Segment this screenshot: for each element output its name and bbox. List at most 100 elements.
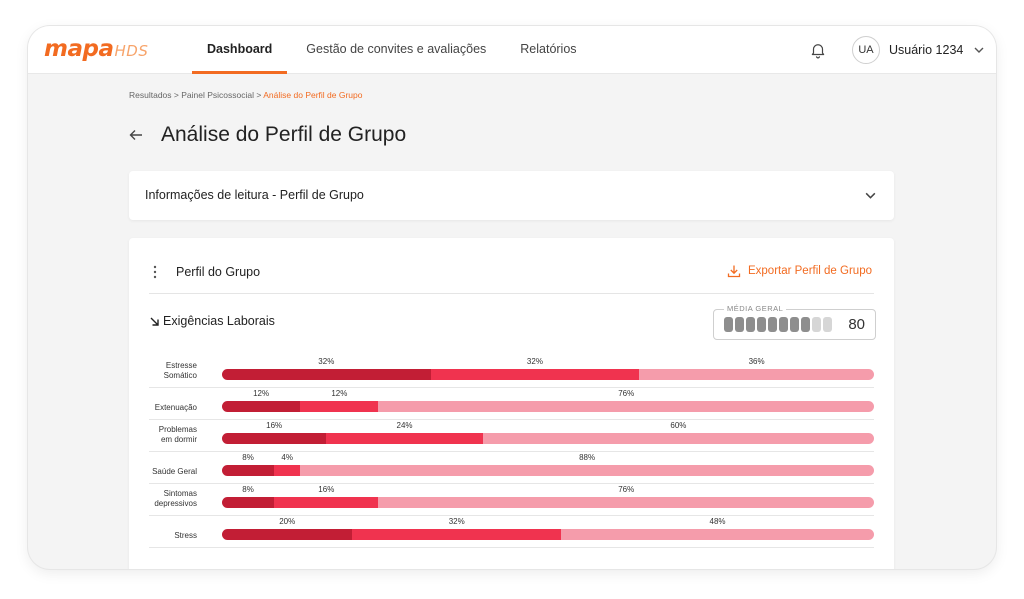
bar-value-label: 60% — [670, 421, 687, 430]
chart-row: Problemas em dormir 16% 24% 60% — [149, 419, 874, 452]
chart-row: Estresse Somático 32% 32% 36% — [149, 355, 874, 388]
bar-track: 12% 12% 76% — [222, 387, 874, 419]
download-icon — [727, 265, 741, 278]
chart-row: Saúde Geral 8% 4% 88% — [149, 451, 874, 484]
nav-item-dashboard[interactable]: Dashboard — [190, 26, 289, 74]
bar-segment[interactable] — [274, 497, 379, 508]
avatar[interactable]: UA — [852, 36, 880, 64]
media-geral-segment — [724, 317, 733, 332]
top-bar: mapa HDS Dashboard Gestão de convites e … — [28, 26, 996, 74]
main-nav: Dashboard Gestão de convites e avaliaçõe… — [190, 26, 594, 74]
info-panel-title: Informações de leitura - Perfil de Grupo — [145, 188, 364, 202]
chart-category-label: Sintomas depressivos — [154, 489, 197, 508]
bar-segment[interactable] — [378, 497, 874, 508]
bar-value-label: 4% — [281, 453, 293, 462]
bar-value-label: 24% — [396, 421, 413, 430]
media-geral-segment — [757, 317, 766, 332]
bar-value-label: 12% — [331, 389, 348, 398]
bar-segment[interactable] — [222, 401, 301, 412]
bar-value-label: 32% — [448, 517, 465, 526]
user-name[interactable]: Usuário 1234 — [889, 43, 964, 57]
media-geral-segment — [812, 317, 821, 332]
media-geral-segment — [768, 317, 777, 332]
bar-segment[interactable] — [222, 497, 275, 508]
logo-sub: HDS — [114, 42, 149, 60]
logo-main: mapa — [44, 36, 114, 62]
kebab-icon[interactable] — [153, 265, 157, 279]
bar-value-label: 16% — [318, 485, 335, 494]
profile-card: Perfil do Grupo Exportar Perfil de Grupo… — [129, 238, 894, 569]
chevron-down-icon[interactable] — [864, 189, 877, 202]
bar-value-label: 8% — [242, 453, 254, 462]
breadcrumb-item-resultados[interactable]: Resultados — [129, 90, 172, 100]
bell-icon[interactable] — [809, 41, 827, 59]
bar-value-label: 48% — [709, 517, 726, 526]
bar-track: 16% 24% 60% — [222, 419, 874, 451]
chart-category-label: Extenuação — [154, 403, 197, 412]
bar-segment[interactable] — [378, 401, 874, 412]
bar-value-label: 76% — [618, 389, 635, 398]
section-title-label: Exigências Laborais — [163, 314, 275, 328]
bar-value-label: 88% — [579, 453, 596, 462]
page-title: Análise do Perfil de Grupo — [161, 123, 407, 146]
breadcrumb-item-painel[interactable]: Painel Psicossocial — [181, 90, 255, 100]
section-title: Exigências Laborais — [149, 314, 275, 328]
bar-segment[interactable] — [222, 369, 431, 380]
profile-card-title: Perfil do Grupo — [176, 265, 261, 279]
bar-track: 32% 32% 36% — [222, 355, 874, 387]
bar-segment[interactable] — [326, 433, 483, 444]
nav-item-relatorios[interactable]: Relatórios — [520, 42, 577, 56]
bar-segment[interactable] — [561, 529, 874, 540]
media-geral-label: MÉDIA GERAL — [724, 304, 787, 313]
bar-segment[interactable] — [300, 401, 379, 412]
app-window: mapa HDS Dashboard Gestão de convites e … — [28, 26, 996, 569]
bar-segment[interactable] — [274, 465, 301, 476]
bar-value-label: 76% — [618, 485, 635, 494]
bar-segment[interactable] — [352, 529, 562, 540]
bar-value-label: 32% — [526, 357, 543, 366]
info-panel[interactable]: Informações de leitura - Perfil de Grupo — [129, 171, 894, 220]
bar-value-label: 32% — [318, 357, 335, 366]
user-menu[interactable]: UA Usuário 1234 — [852, 36, 985, 64]
chart-row: Extenuação 12% 12% 76% — [149, 387, 874, 420]
chart-row: Stress 20% 32% 48% — [149, 515, 874, 548]
breadcrumb: Resultados > Painel Psicossocial > Análi… — [129, 90, 363, 100]
media-geral-segment — [779, 317, 788, 332]
bar-value-label: 36% — [748, 357, 765, 366]
bar-value-label: 20% — [279, 517, 296, 526]
bar-track: 8% 4% 88% — [222, 451, 874, 483]
bar-segment[interactable] — [639, 369, 874, 380]
media-geral-segment — [801, 317, 810, 332]
chevron-down-icon[interactable] — [973, 44, 985, 56]
media-geral-segment — [746, 317, 755, 332]
chart-category-label: Estresse Somático — [163, 361, 197, 380]
bar-segment[interactable] — [300, 465, 874, 476]
chart-row: Sintomas depressivos 8% 16% 76% — [149, 483, 874, 516]
export-label: Exportar Perfil de Grupo — [747, 265, 872, 277]
divider — [149, 293, 874, 294]
bar-track: 20% 32% 48% — [222, 515, 874, 547]
logo[interactable]: mapa HDS — [44, 36, 148, 62]
media-geral-segment — [790, 317, 799, 332]
media-geral-value: 80 — [848, 316, 865, 333]
media-geral-segment — [823, 317, 832, 332]
bar-segment[interactable] — [222, 465, 275, 476]
nav-item-convites[interactable]: Gestão de convites e avaliações — [306, 42, 487, 56]
bar-value-label: 12% — [253, 389, 270, 398]
chart-category-label: Saúde Geral — [152, 467, 197, 476]
export-profile-button[interactable]: Exportar Perfil de Grupo — [727, 264, 872, 278]
bar-segment[interactable] — [222, 529, 353, 540]
chart-category-label: Stress — [174, 531, 197, 540]
bar-segment[interactable] — [222, 433, 327, 444]
arrow-left-icon[interactable] — [128, 127, 144, 143]
bar-segment[interactable] — [482, 433, 874, 444]
media-geral-segment — [735, 317, 744, 332]
chart-category-label: Problemas em dormir — [158, 425, 197, 444]
arrow-down-right-icon — [150, 317, 159, 326]
bar-value-label: 8% — [242, 485, 254, 494]
bar-value-label: 16% — [266, 421, 283, 430]
bar-segment[interactable] — [430, 369, 640, 380]
breadcrumb-current: Análise do Perfil de Grupo — [263, 90, 363, 100]
media-geral-box: MÉDIA GERAL 80 — [713, 304, 876, 340]
bar-track: 8% 16% 76% — [222, 483, 874, 515]
